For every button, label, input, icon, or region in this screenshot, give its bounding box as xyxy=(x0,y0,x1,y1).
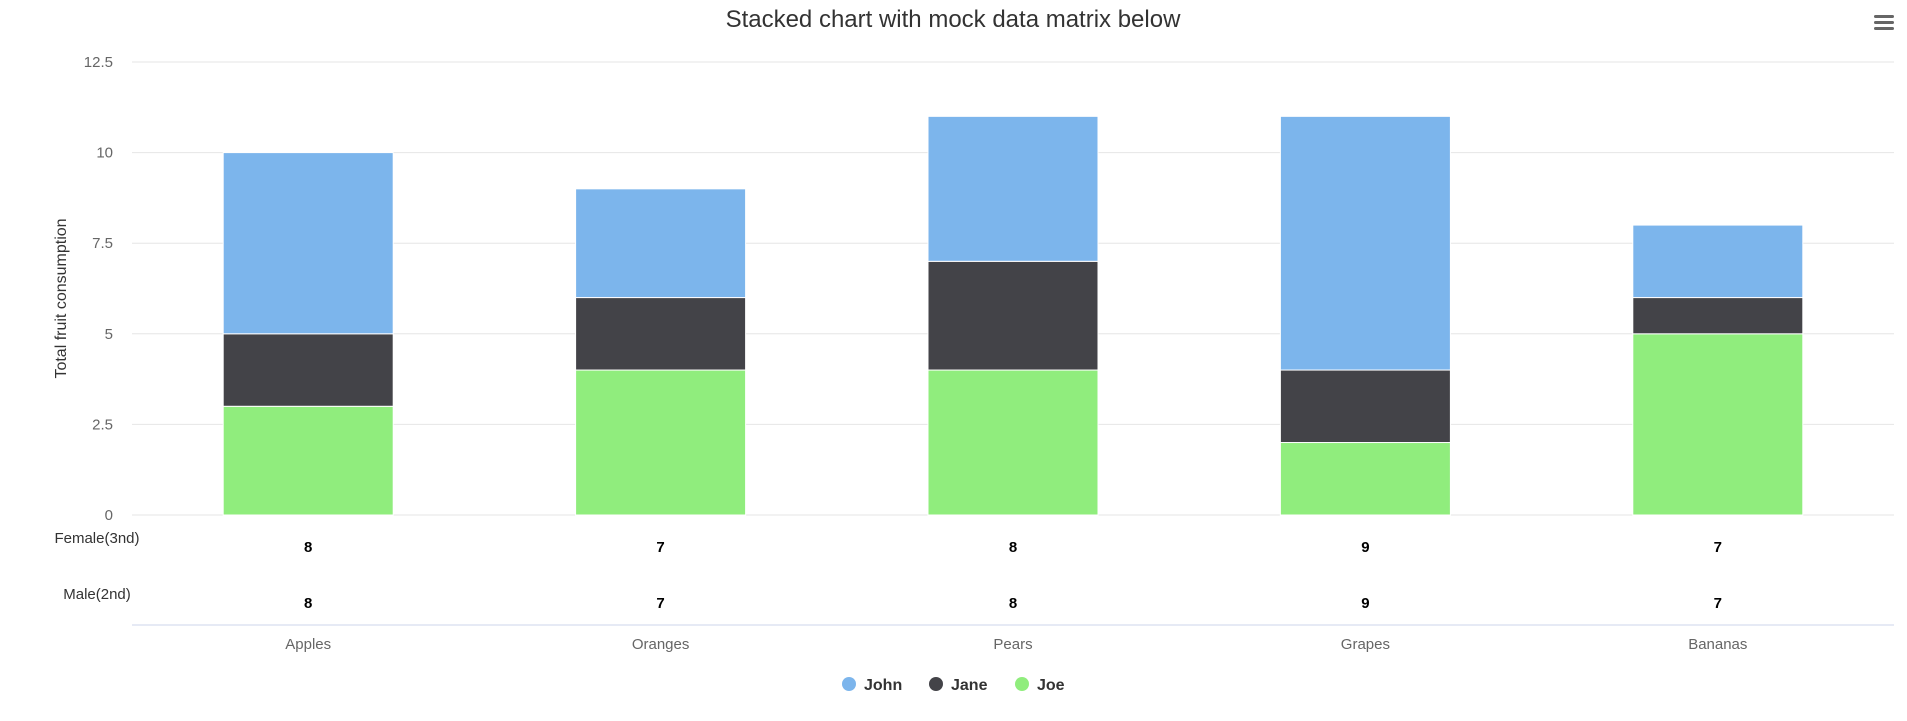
bar-jane-bananas[interactable] xyxy=(1632,297,1804,335)
matrix-row-label: Male(2nd) xyxy=(63,586,131,603)
y-tick-label: 0 xyxy=(105,507,113,524)
bar-jane-apples[interactable] xyxy=(222,333,394,407)
bar-john-apples[interactable] xyxy=(222,152,394,335)
y-tick-label: 5 xyxy=(105,326,113,343)
bar-john-oranges[interactable] xyxy=(575,188,747,299)
matrix-cell: 8 xyxy=(304,539,312,556)
matrix-cell: 7 xyxy=(1714,539,1722,556)
legend-item-joe: Joe xyxy=(1037,677,1065,694)
x-tick-label: Grapes xyxy=(1341,636,1390,653)
y-tick-label: 10 xyxy=(96,145,113,162)
x-tick-label: Bananas xyxy=(1688,636,1747,653)
bar-joe-oranges[interactable] xyxy=(575,369,747,516)
legend-item-jane: Jane xyxy=(951,677,988,694)
matrix-cell: 8 xyxy=(1009,539,1017,556)
matrix-cell: 8 xyxy=(304,595,312,612)
x-tick-label: Apples xyxy=(285,636,331,653)
bar-jane-pears[interactable] xyxy=(927,260,1099,371)
x-tick-label: Oranges xyxy=(632,636,690,653)
x-tick-label: Pears xyxy=(993,636,1032,653)
matrix-cell: 7 xyxy=(656,539,664,556)
y-axis-title: Total fruit consumption xyxy=(53,218,70,378)
bar-john-grapes[interactable] xyxy=(1279,115,1451,371)
bar-joe-pears[interactable] xyxy=(927,369,1099,516)
matrix-row-label: Female(3nd) xyxy=(54,530,139,547)
y-tick-label: 7.5 xyxy=(92,235,113,252)
matrix-cell: 7 xyxy=(1714,595,1722,612)
bar-joe-grapes[interactable] xyxy=(1279,442,1451,516)
bar-jane-grapes[interactable] xyxy=(1279,369,1451,444)
bar-john-pears[interactable] xyxy=(927,115,1099,262)
chart-title: Stacked chart with mock data matrix belo… xyxy=(726,6,1182,33)
bar-joe-apples[interactable] xyxy=(222,405,394,516)
legend-marker-jane[interactable] xyxy=(929,677,943,691)
matrix-cell: 7 xyxy=(656,595,664,612)
y-tick-label: 2.5 xyxy=(92,416,113,433)
bar-jane-oranges[interactable] xyxy=(575,297,747,371)
legend-marker-john[interactable] xyxy=(842,677,856,691)
matrix-cell: 9 xyxy=(1361,595,1369,612)
y-tick-label: 12.5 xyxy=(84,54,113,71)
matrix-cell: 8 xyxy=(1009,595,1017,612)
legend-item-john: John xyxy=(864,677,902,694)
legend-marker-joe[interactable] xyxy=(1015,677,1029,691)
bar-john-bananas[interactable] xyxy=(1632,224,1804,299)
hamburger-menu-icon[interactable] xyxy=(1871,10,1897,36)
matrix-cell: 9 xyxy=(1361,539,1369,556)
bar-joe-bananas[interactable] xyxy=(1632,333,1804,516)
